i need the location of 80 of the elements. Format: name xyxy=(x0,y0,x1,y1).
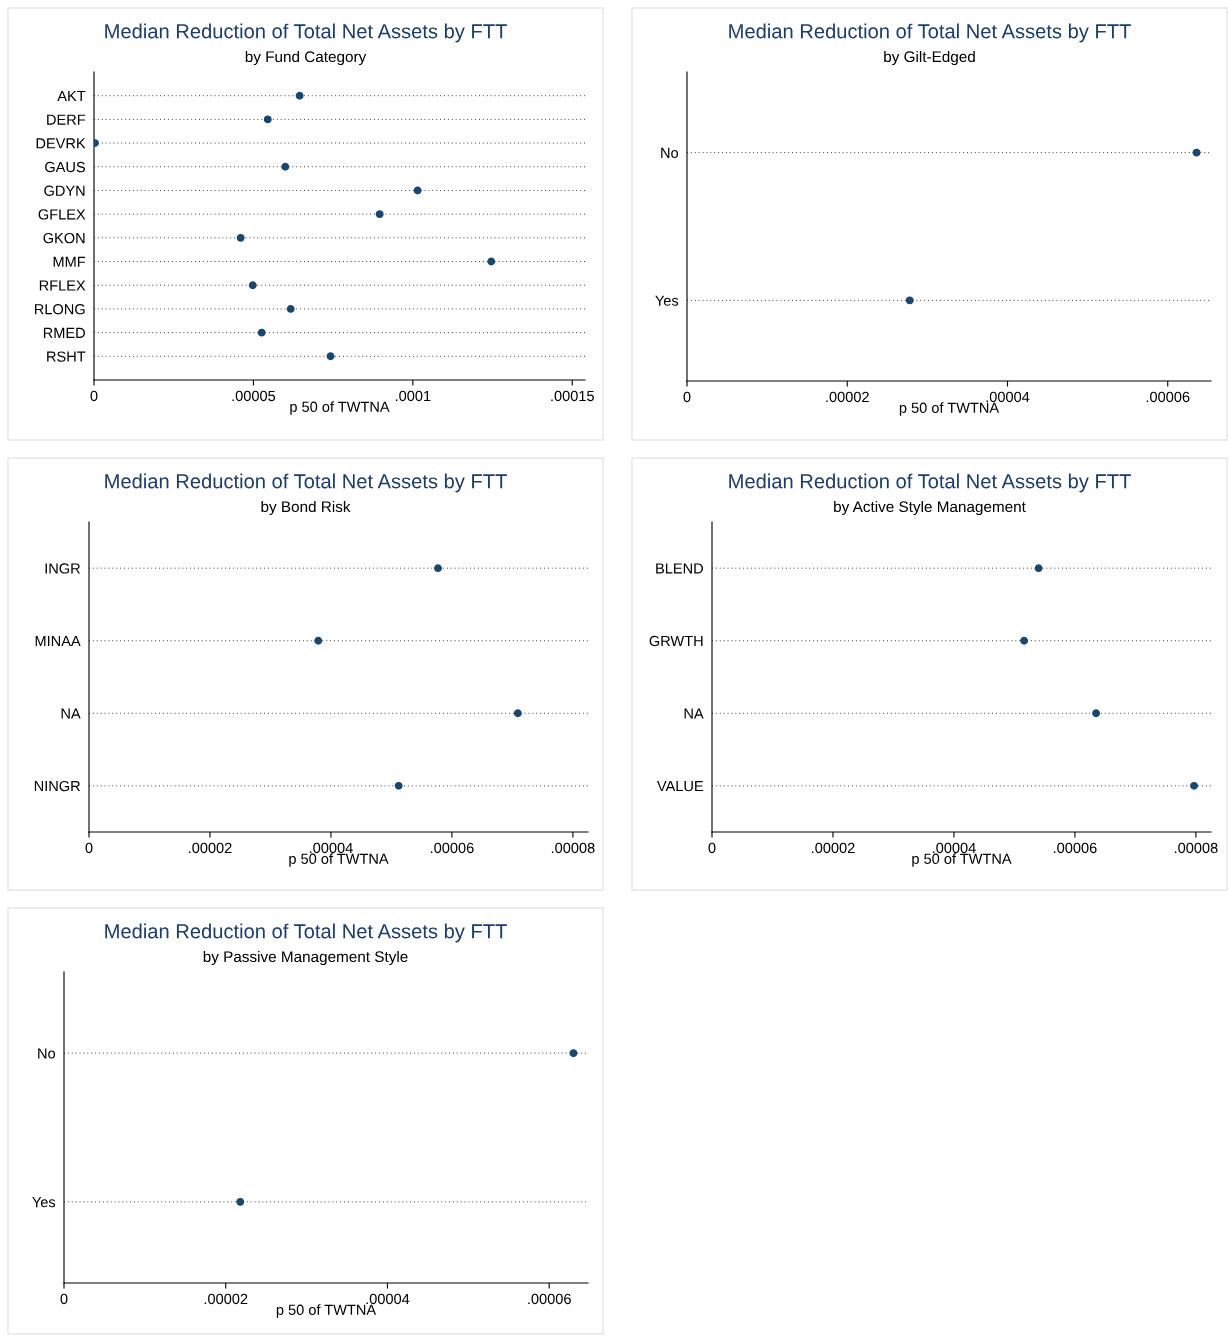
x-tick-label: .00004 xyxy=(366,1293,410,1305)
x-axis-title: p 50 of TWTNA xyxy=(899,402,1000,416)
y-tick-label: MINAA xyxy=(35,635,81,647)
x-tick-label: 0 xyxy=(90,390,98,402)
x-axis-title: p 50 of TWTNA xyxy=(912,853,1012,867)
point xyxy=(1190,781,1199,790)
y-tick-label: Yes xyxy=(32,1197,56,1208)
x-tick-label: 0 xyxy=(85,842,93,854)
x-tick-label: .00004 xyxy=(932,842,976,854)
y-tick-label: RSHT xyxy=(47,351,86,362)
y-tick-label: RFLEX xyxy=(39,280,86,291)
chart-title: Median Reduction of Total Net Assets by FTT xyxy=(105,473,507,493)
point xyxy=(1020,636,1029,645)
chart-subtitle: by Passive Management Style xyxy=(203,950,408,966)
x-tick-label: .0001 xyxy=(395,390,431,402)
point xyxy=(263,115,272,124)
x-axis-title: p 50 of TWTNA xyxy=(290,401,390,415)
y-tick-label: Yes xyxy=(655,295,679,306)
x-tick-label: .00006 xyxy=(1053,842,1097,854)
y-tick-label: NA xyxy=(684,708,704,719)
point xyxy=(1092,709,1101,718)
chart-subtitle: by Bond Risk xyxy=(261,500,351,516)
y-tick-label: MMF xyxy=(53,256,86,267)
x-axis-title: p 50 of TWTNA xyxy=(276,1304,377,1318)
y-tick-label: AKT xyxy=(57,90,86,101)
y-tick-label: VALUE xyxy=(656,781,704,792)
x-tick-label: .00004 xyxy=(986,391,1030,403)
y-tick-label: GDYN xyxy=(44,185,85,196)
y-tick-label: NINGR xyxy=(34,780,80,792)
x-tick-label: .00006 xyxy=(430,842,474,854)
point xyxy=(375,210,384,219)
x-tick-label: 0 xyxy=(708,842,716,854)
point xyxy=(236,233,245,242)
x-tick-label: 0 xyxy=(683,391,691,403)
y-tick-label: RMED xyxy=(43,327,85,338)
y-tick-label: GFLEX xyxy=(38,209,86,220)
x-tick-label: .00008 xyxy=(551,842,595,854)
x-tick-label: .00005 xyxy=(232,390,276,402)
chart-title: Median Reduction of Total Net Assets by FTT xyxy=(105,23,507,43)
point xyxy=(434,564,442,573)
y-tick-label: RLONG xyxy=(35,304,85,315)
chart-subtitle: by Active Style Management xyxy=(834,500,1026,516)
point xyxy=(248,281,257,290)
y-tick-label: No xyxy=(38,1048,56,1059)
y-tick-label: No xyxy=(661,147,679,159)
chart-title: Median Reduction of Total Net Assets by FTT xyxy=(729,23,1131,43)
x-tick-label: .00004 xyxy=(309,842,353,854)
chart-title: Median Reduction of Total Net Assets by FTT xyxy=(105,923,507,943)
x-tick-label: .00006 xyxy=(1146,391,1190,403)
y-tick-label: INGR xyxy=(45,563,80,574)
point xyxy=(257,328,266,337)
y-tick-label: NA xyxy=(61,708,81,719)
y-tick-label: DERF xyxy=(47,114,86,125)
y-tick-label: GAUS xyxy=(45,161,85,173)
point xyxy=(281,162,290,171)
point xyxy=(394,781,403,790)
y-tick-label: GKON xyxy=(43,232,85,244)
chart-subtitle: by Fund Category xyxy=(245,50,367,66)
y-tick-label: GRWTH xyxy=(649,635,703,647)
y-tick-label: DEVRK xyxy=(36,138,86,149)
point xyxy=(1034,564,1043,573)
x-tick-label: .00015 xyxy=(551,390,594,402)
x-tick-label: .00008 xyxy=(1174,842,1218,854)
x-tick-label: .00002 xyxy=(189,842,232,854)
point xyxy=(487,257,496,266)
chart-title: Median Reduction of Total Net Assets by FTT xyxy=(729,473,1131,493)
chart-subtitle: by Gilt-Edged xyxy=(884,50,975,66)
x-tick-label: .00002 xyxy=(826,391,869,403)
x-tick-label: .00002 xyxy=(812,842,855,854)
point xyxy=(413,186,422,195)
x-tick-label: 0 xyxy=(60,1293,68,1305)
x-axis-title: p 50 of TWTNA xyxy=(289,853,389,867)
point xyxy=(295,91,304,100)
x-tick-label: .00002 xyxy=(204,1293,248,1305)
point xyxy=(513,709,522,718)
x-tick-label: .00006 xyxy=(528,1293,571,1305)
point xyxy=(286,304,295,313)
y-tick-label: BLEND xyxy=(656,563,703,574)
point xyxy=(314,636,323,645)
point xyxy=(326,352,335,361)
